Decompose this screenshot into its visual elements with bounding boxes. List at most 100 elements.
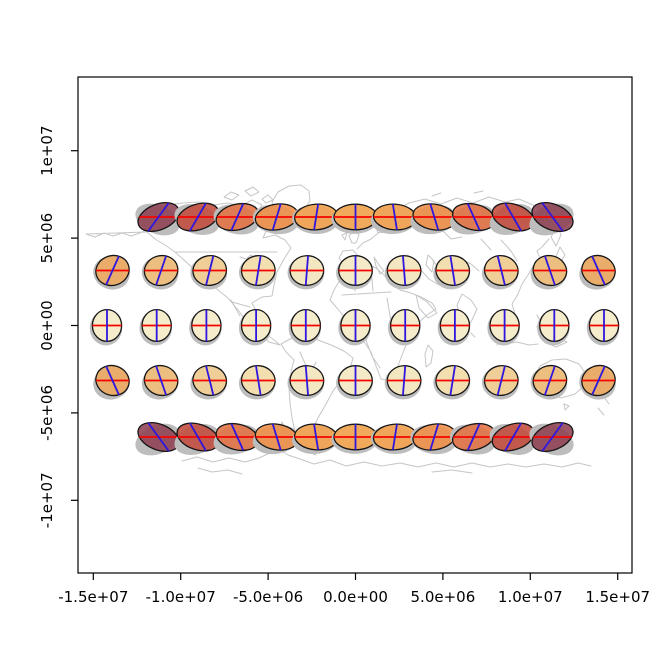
tissot-indicatrix-lat0-lon30 <box>388 308 421 346</box>
meridian-scale-line <box>205 255 215 286</box>
meridian-scale-line <box>449 365 456 396</box>
tissot-indicatrix-lat-60-lon-150 <box>135 422 180 456</box>
meridian-scale-line <box>205 365 215 396</box>
meridian-scale-line <box>591 255 606 286</box>
tissot-indicatrix-lat30-lon-30 <box>287 255 325 290</box>
tissot-indicatrix-lat0-lon150 <box>586 308 620 346</box>
tissot-indicatrix-lat-30-lon150 <box>579 364 616 400</box>
meridian-scale-line <box>313 423 320 451</box>
tissot-indicatrix-lat-30-lon60 <box>433 365 471 400</box>
tissot-indicatrix-lat-30-lon90 <box>481 364 519 400</box>
meridian-scale-line <box>155 365 167 396</box>
y-axis-tick-label: -1e+07 <box>38 472 56 528</box>
coastline-path <box>356 228 383 250</box>
tissot-indicatrix-lat-60-lon-60 <box>252 423 299 455</box>
tissot-indicatrix-lat-30-lon-120 <box>141 364 179 400</box>
tissot-indicatrix-lat30-lon-120 <box>141 254 179 290</box>
coastline-path <box>231 301 251 308</box>
tissot-indicatrix-lat-60-lon150 <box>529 422 574 456</box>
meridian-scale-line <box>147 422 170 452</box>
tissot-indicatrix-lat60-lon30 <box>370 203 418 234</box>
coastline-path <box>500 239 518 262</box>
tissot-indicatrix-lat60-lon-150 <box>135 202 180 236</box>
tissot-indicatrix-lat-60-lon30 <box>370 423 418 454</box>
tissot-indicatrix-lat-30-lon-60 <box>238 365 276 400</box>
tissot-indicatrix-lat-30-lon-90 <box>190 364 228 400</box>
tissot-indicatrix-lat30-lon150 <box>579 254 616 290</box>
meridian-scale-line <box>449 255 456 286</box>
meridian-scale-line <box>105 365 120 396</box>
coastline-path <box>341 232 348 241</box>
tissot-indicatrix-lat0-lon-150 <box>89 308 123 346</box>
tissot-indicatrix-lat60-lon120 <box>489 202 535 235</box>
x-axis-tick-label: 1.0e+07 <box>498 588 563 606</box>
meridian-scale-line <box>105 255 120 286</box>
coastline-path <box>431 469 473 474</box>
meridian-scale-line <box>271 423 282 451</box>
tissot-indicatrix-lat30-lon60 <box>433 255 471 290</box>
meridian-scale-line <box>496 365 506 396</box>
tissot-indicatrix-lat-60-lon-120 <box>174 422 220 455</box>
coastline-path <box>223 191 240 201</box>
meridian-scale-line <box>391 203 398 231</box>
coastline-path <box>425 254 435 273</box>
tissot-indicatrix-lat-30-lon120 <box>530 364 568 400</box>
tissot-indicatrix-lat0-lon-60 <box>238 308 272 346</box>
x-axis-tick-label: 5.0e+06 <box>411 588 476 606</box>
y-axis-tick-label: 0e+00 <box>38 300 56 350</box>
meridian-scale-line <box>429 203 440 231</box>
meridian-scale-line <box>544 365 556 396</box>
tissot-indicatrix-lat60-lon-30 <box>292 203 339 234</box>
tissot-indicatrix-lat60-lon-60 <box>252 203 299 235</box>
coastline-path <box>470 332 476 338</box>
meridian-scale-line <box>313 203 320 231</box>
tissot-indicatrix-lat0-lon-90 <box>189 308 222 346</box>
tissot-indicatrix-lat-30-lon-150 <box>93 364 130 400</box>
tissot-indicatrix-lat30-lon0 <box>336 255 373 290</box>
tissot-indicatrix-lat30-lon120 <box>530 254 568 290</box>
meridian-scale-line <box>541 422 564 452</box>
x-axis-tick-label: -1.0e+07 <box>146 588 216 606</box>
x-axis-tick-label: -5.0e+06 <box>233 588 303 606</box>
coastline-path <box>415 294 438 319</box>
tissot-indicatrix-lat30-lon-60 <box>238 255 276 290</box>
coastline-path <box>341 291 392 296</box>
meridian-scale-line <box>271 203 282 231</box>
meridian-scale-line <box>402 255 407 286</box>
tissot-indicatrix-lat-60-lon90 <box>449 422 496 455</box>
meridian-scale-line <box>255 365 262 396</box>
tissot-indicatrix-lat60-lon-120 <box>174 202 220 235</box>
coastline-path <box>197 467 243 475</box>
tissot-indicatrix-lat0-lon60 <box>437 308 471 346</box>
coastline-path <box>181 421 592 468</box>
tissot-indicatrix-lat-30-lon30 <box>384 365 422 400</box>
x-axis-tick-label: 0.0e+00 <box>323 588 388 606</box>
tissot-indicatrix-lat60-lon-90 <box>213 202 260 235</box>
meridian-scale-line <box>496 255 506 286</box>
tissot-indicatrix-lat-30-lon-30 <box>287 365 325 400</box>
coastline-path <box>473 190 484 194</box>
y-axis-tick-label: 5e+06 <box>38 213 56 263</box>
meridian-scale-line <box>466 423 481 451</box>
tissot-indicatrix-lat60-lon150 <box>529 202 574 236</box>
meridian-scale-line <box>304 255 309 286</box>
tissot-indicatrix-lat0-lon0 <box>338 308 371 346</box>
meridian-scale-line <box>591 365 606 396</box>
x-axis-tick-label: 1.5e+07 <box>585 588 650 606</box>
meridian-scale-line <box>544 255 556 286</box>
meridian-scale-line <box>230 423 245 451</box>
coastline-path <box>597 407 605 416</box>
meridian-scale-line <box>402 365 407 396</box>
meridian-scale-line <box>155 255 167 286</box>
tissot-indicatrix-lat60-lon60 <box>410 203 457 235</box>
meridian-scale-line <box>189 202 207 232</box>
coastline-path <box>418 267 440 286</box>
tissot-indicatrix-lat-60-lon120 <box>489 422 535 455</box>
tissot-indicatrix-lat-60-lon60 <box>410 423 457 455</box>
y-axis-tick-label: -5e+06 <box>38 385 56 441</box>
coastline-path <box>299 351 307 367</box>
tissot-indicatrix-lat60-lon0 <box>331 203 378 234</box>
coastline-path <box>439 227 463 240</box>
